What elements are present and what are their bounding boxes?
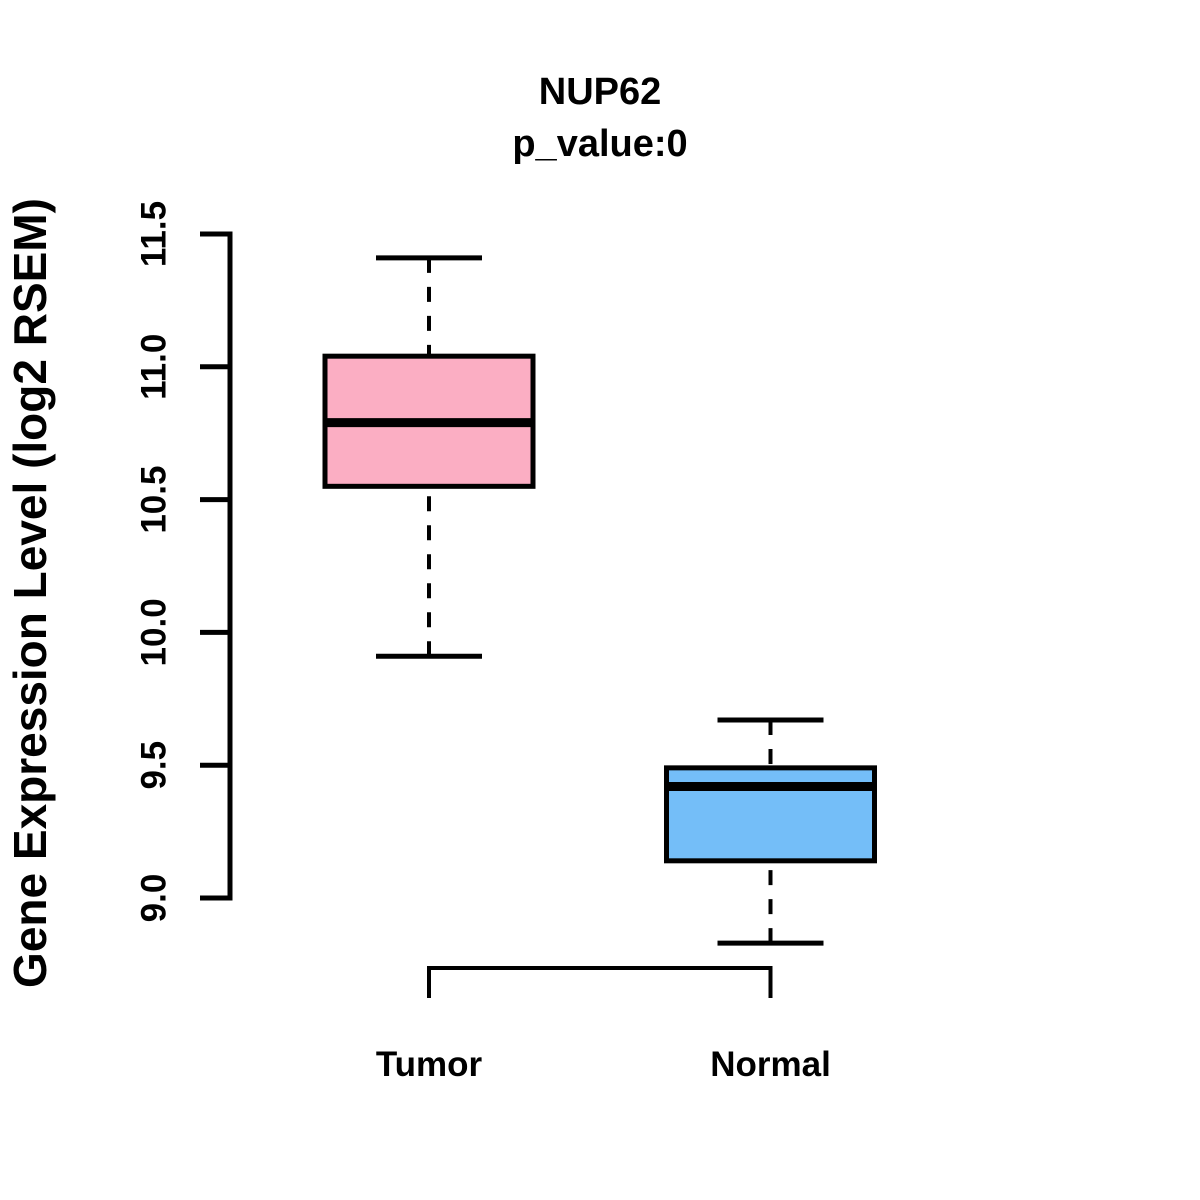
y-axis-tick-label: 9.0 (135, 874, 174, 923)
boxplot-tumor: Tumor (322, 255, 536, 1084)
category-label-normal: Normal (710, 1045, 831, 1084)
y-axis-tick-label: 9.5 (135, 741, 174, 790)
y-axis-tick-label: 11.5 (135, 201, 174, 267)
y-axis-tick-label: 10.5 (135, 466, 174, 534)
category-label-tumor: Tumor (376, 1045, 483, 1084)
boxplot-normal: Normal (664, 717, 877, 1084)
y-axis-tick-label: 10.0 (135, 598, 174, 666)
y-axis-title: Gene Expression Level (log2 RSEM) (4, 198, 56, 988)
box-iqr (664, 765, 877, 864)
plot-subtitle: p_value:0 (512, 123, 687, 165)
x-axis-bracket (427, 966, 773, 998)
plot-title: NUP62 (539, 71, 662, 113)
y-axis-tick-label: 11.0 (135, 334, 174, 400)
y-axis: 9.0 9.5 10.0 10.5 11.0 11.5 (135, 201, 233, 923)
